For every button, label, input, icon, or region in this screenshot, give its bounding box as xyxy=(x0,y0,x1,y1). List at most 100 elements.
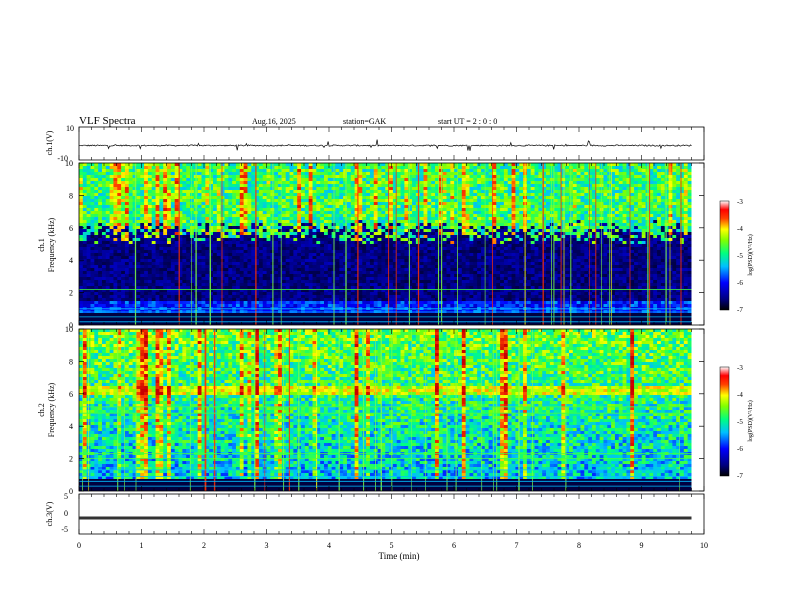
spectrogram-cell xyxy=(182,283,187,287)
spectrogram-cell xyxy=(385,181,390,185)
spectrogram-cell xyxy=(140,178,145,182)
spectrogram-cell xyxy=(209,208,214,212)
spectrogram-cell xyxy=(396,175,401,179)
spectrogram-cell xyxy=(419,304,424,308)
spectrogram-cell xyxy=(438,283,444,287)
spectrogram-cell xyxy=(163,256,168,260)
spectrogram-cell xyxy=(262,214,267,218)
spectrogram-cell xyxy=(174,262,179,266)
spectrogram-cell xyxy=(243,166,248,170)
spectrogram-cell xyxy=(396,178,401,182)
spectrogram-cell xyxy=(262,304,267,308)
spectrogram-cell xyxy=(151,298,156,302)
spectrogram-cell xyxy=(82,208,88,212)
spectrogram-cell xyxy=(285,241,290,245)
spectrogram-cell xyxy=(327,226,333,230)
spectrogram-cell xyxy=(90,238,95,242)
spectrogram-cell xyxy=(324,226,329,230)
spectrogram-cell xyxy=(346,292,352,296)
spectrogram-cell xyxy=(343,250,348,254)
spectrogram-cell xyxy=(389,199,394,203)
spectrogram-cell xyxy=(117,178,122,182)
spectrogram-cell xyxy=(251,190,256,194)
spectrogram-cell xyxy=(354,181,359,185)
spectrogram-cell xyxy=(128,241,133,245)
spectrogram-cell xyxy=(163,262,168,266)
spectrogram-cell xyxy=(105,193,111,197)
spectrogram-cell xyxy=(385,238,390,242)
spectrogram-cell xyxy=(442,250,447,254)
spectrogram-cell xyxy=(389,298,394,302)
spectrogram-cell xyxy=(435,220,440,224)
spectrogram-cell xyxy=(312,181,317,185)
spectrogram-cell xyxy=(209,235,214,239)
spectrogram-cell xyxy=(320,202,325,206)
spectrogram-cell xyxy=(228,271,233,275)
spectrogram-cell xyxy=(235,277,241,281)
spectrogram-cell xyxy=(220,202,225,206)
spectrogram-cell xyxy=(369,304,375,308)
spectrogram-cell xyxy=(205,277,210,281)
spectrogram-cell xyxy=(408,178,413,182)
spectrogram-cell xyxy=(140,277,145,281)
spectrogram-cell xyxy=(320,271,325,275)
spectrogram-cell xyxy=(247,283,252,287)
spectrogram-cell xyxy=(212,256,218,260)
spectrogram-cell xyxy=(438,175,444,179)
spectrogram-cell xyxy=(209,298,214,302)
spectrogram-cell xyxy=(346,223,352,227)
spectrogram-cell xyxy=(251,292,256,296)
spectrogram-cell xyxy=(316,277,321,281)
spectrogram-cell xyxy=(262,292,267,296)
spectrogram-cell xyxy=(324,238,329,242)
spectrogram-cell xyxy=(335,226,340,230)
spectrogram-cell xyxy=(454,253,459,257)
spectrogram-cell xyxy=(228,196,233,200)
spectrogram-cell xyxy=(454,238,459,242)
spectrogram-cell xyxy=(147,190,153,194)
spectrogram-cell xyxy=(117,289,122,293)
spectrogram-cell xyxy=(408,232,413,236)
spectrogram-cell xyxy=(109,295,114,299)
spectrogram-cell xyxy=(255,172,260,176)
spectrogram-cell xyxy=(324,301,329,305)
spectrogram-cell xyxy=(346,181,352,185)
spectrogram-cell xyxy=(346,244,352,248)
spectrogram-cell xyxy=(124,286,130,290)
spectrogram-cell xyxy=(339,271,344,275)
spectrogram-cell xyxy=(358,223,363,227)
spectrogram-cell xyxy=(346,268,352,272)
spectrogram-cell xyxy=(232,295,237,299)
spectrogram-cell xyxy=(98,232,103,236)
spectrogram-cell xyxy=(170,283,176,287)
spectrogram-cell xyxy=(350,178,356,182)
spectrogram-cell xyxy=(304,205,310,209)
spectrogram-cell xyxy=(262,289,267,293)
spectrogram-cell xyxy=(224,301,229,305)
spectrogram-cell xyxy=(435,202,440,206)
spectrogram-cell xyxy=(255,166,260,170)
spectrogram-cell xyxy=(79,169,84,173)
spectrogram-cell xyxy=(247,175,252,179)
spectrogram-cell xyxy=(396,232,401,236)
spectrogram-cell xyxy=(90,220,95,224)
spectrogram-cell xyxy=(258,223,264,227)
spectrogram-cell xyxy=(151,241,156,245)
spectrogram-cell xyxy=(278,175,283,179)
spectrogram-cell xyxy=(167,190,172,194)
spectrogram-cell xyxy=(101,232,107,236)
spectrogram-cell xyxy=(186,211,191,215)
spectrogram-cell xyxy=(335,181,340,185)
spectrogram-cell xyxy=(369,259,375,263)
spectrogram-cell xyxy=(212,292,218,296)
spectrogram-cell xyxy=(113,277,118,281)
spectrogram-cell xyxy=(197,190,202,194)
spectrogram-cell xyxy=(289,169,294,173)
spectrogram-cell xyxy=(140,232,145,236)
spectrogram-cell xyxy=(247,280,252,284)
spectrogram-cell xyxy=(212,169,218,173)
spectrogram-cell xyxy=(113,268,118,272)
spectrogram-cell xyxy=(358,247,363,251)
spectrogram-cell xyxy=(385,196,390,200)
spectrogram-cell xyxy=(297,301,302,305)
